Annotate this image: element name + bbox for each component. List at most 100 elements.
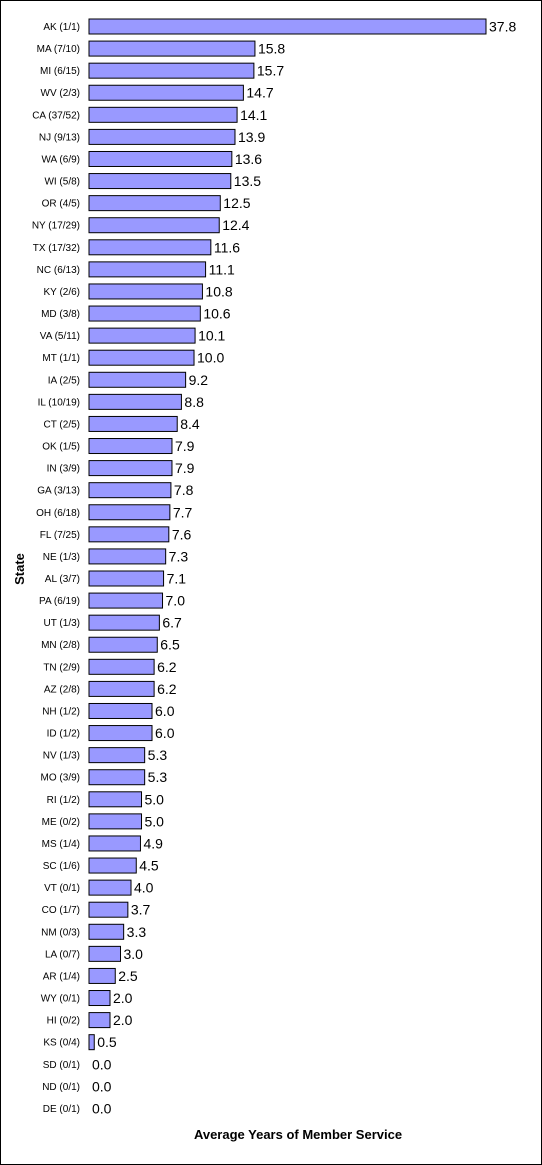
bar xyxy=(88,482,172,499)
value-label: 5.0 xyxy=(145,813,165,829)
bar xyxy=(88,18,487,35)
bar xyxy=(88,504,171,521)
bar xyxy=(88,548,167,565)
bars-group: AK (1/1) 37.8 MA (7/10) 15.8 MI (6/15) 15.7 WV… xyxy=(32,18,516,1116)
value-label: 14.7 xyxy=(246,85,273,101)
value-label: 12.4 xyxy=(222,217,249,233)
bar xyxy=(88,614,160,631)
bar xyxy=(88,1012,111,1029)
bar xyxy=(88,261,207,278)
value-label: 13.6 xyxy=(235,151,262,167)
category-label: MD (3/8) xyxy=(41,309,80,320)
value-label: 13.9 xyxy=(238,129,265,145)
value-label: 7.3 xyxy=(169,548,189,564)
bar xyxy=(88,923,125,940)
value-label: 14.1 xyxy=(240,107,267,123)
value-label: 7.9 xyxy=(175,438,195,454)
bar xyxy=(88,967,116,984)
category-label: ME (0/2) xyxy=(42,817,80,828)
value-label: 2.0 xyxy=(113,990,133,1006)
value-label: 4.5 xyxy=(139,858,159,874)
bar xyxy=(88,217,220,234)
bar xyxy=(88,990,111,1007)
bar xyxy=(88,460,173,477)
value-label: 12.5 xyxy=(223,195,250,211)
bar xyxy=(88,84,244,101)
bar xyxy=(88,747,146,764)
category-label: MO (3/9) xyxy=(41,773,80,784)
category-label: OK (1/5) xyxy=(42,442,80,453)
bar xyxy=(88,658,155,675)
bar xyxy=(88,438,173,455)
value-label: 4.0 xyxy=(134,880,154,896)
bar xyxy=(88,769,146,786)
category-label: NE (1/3) xyxy=(43,552,80,563)
category-label: SC (1/6) xyxy=(43,861,80,872)
bar xyxy=(88,791,143,808)
category-label: IL (10/19) xyxy=(38,397,80,408)
value-label: 7.9 xyxy=(175,460,195,476)
category-label: IA (2/5) xyxy=(48,375,80,386)
value-label: 6.2 xyxy=(157,659,177,675)
category-label: WV (2/3) xyxy=(41,88,80,99)
bar xyxy=(88,415,178,432)
category-label: CO (1/7) xyxy=(42,905,80,916)
bar xyxy=(88,150,233,167)
value-label: 15.8 xyxy=(258,41,285,57)
bar xyxy=(88,857,137,874)
value-label: 0.0 xyxy=(92,1078,112,1094)
category-label: UT (1/3) xyxy=(44,618,81,629)
category-label: VA (5/11) xyxy=(40,331,80,342)
category-label: KS (0/4) xyxy=(43,1038,80,1049)
value-label: 7.7 xyxy=(173,504,193,520)
category-label: RI (1/2) xyxy=(47,795,80,806)
value-label: 3.7 xyxy=(131,902,151,918)
value-label: 3.3 xyxy=(127,924,147,940)
bar xyxy=(88,592,164,609)
bar xyxy=(88,62,255,79)
category-label: SD (0/1) xyxy=(43,1060,80,1071)
value-label: 10.0 xyxy=(197,350,224,366)
value-label: 7.0 xyxy=(166,593,186,609)
value-label: 5.0 xyxy=(145,791,165,807)
category-label: NC (6/13) xyxy=(37,265,80,276)
category-label: CA (37/52) xyxy=(32,110,80,121)
category-label: NY (17/29) xyxy=(32,221,80,232)
value-label: 2.5 xyxy=(118,968,138,984)
category-label: PA (6/19) xyxy=(39,596,80,607)
value-label: 8.8 xyxy=(184,394,204,410)
category-label: MT (1/1) xyxy=(42,353,80,364)
value-label: 7.6 xyxy=(172,526,192,542)
value-label: 37.8 xyxy=(489,19,516,35)
bar xyxy=(88,813,143,830)
category-label: LA (0/7) xyxy=(45,949,80,960)
category-label: FL (7/25) xyxy=(40,530,80,541)
category-label: MN (2/8) xyxy=(41,640,80,651)
bar xyxy=(88,327,196,344)
category-label: MI (6/15) xyxy=(40,66,80,77)
value-label: 2.0 xyxy=(113,1012,133,1028)
value-label: 10.8 xyxy=(205,283,232,299)
category-label: IN (3/9) xyxy=(47,464,80,475)
category-label: MS (1/4) xyxy=(42,839,80,850)
bar xyxy=(88,239,212,256)
value-label: 6.2 xyxy=(157,681,177,697)
bar xyxy=(88,393,182,410)
category-label: NV (1/3) xyxy=(43,751,80,762)
category-label: MA (7/10) xyxy=(37,44,80,55)
bar xyxy=(88,879,132,896)
category-label: AK (1/1) xyxy=(43,22,80,33)
value-label: 15.7 xyxy=(257,63,284,79)
y-axis-title: State xyxy=(12,553,27,585)
value-label: 6.5 xyxy=(160,637,180,653)
bar xyxy=(88,128,236,145)
value-label: 8.4 xyxy=(180,416,200,432)
category-label: WI (5/8) xyxy=(44,177,80,188)
category-label: VT (0/1) xyxy=(44,883,80,894)
value-label: 0.0 xyxy=(92,1100,112,1116)
value-label: 5.3 xyxy=(148,747,168,763)
value-label: 0.5 xyxy=(97,1034,117,1050)
value-label: 5.3 xyxy=(148,769,168,785)
value-label: 0.0 xyxy=(92,1056,112,1072)
